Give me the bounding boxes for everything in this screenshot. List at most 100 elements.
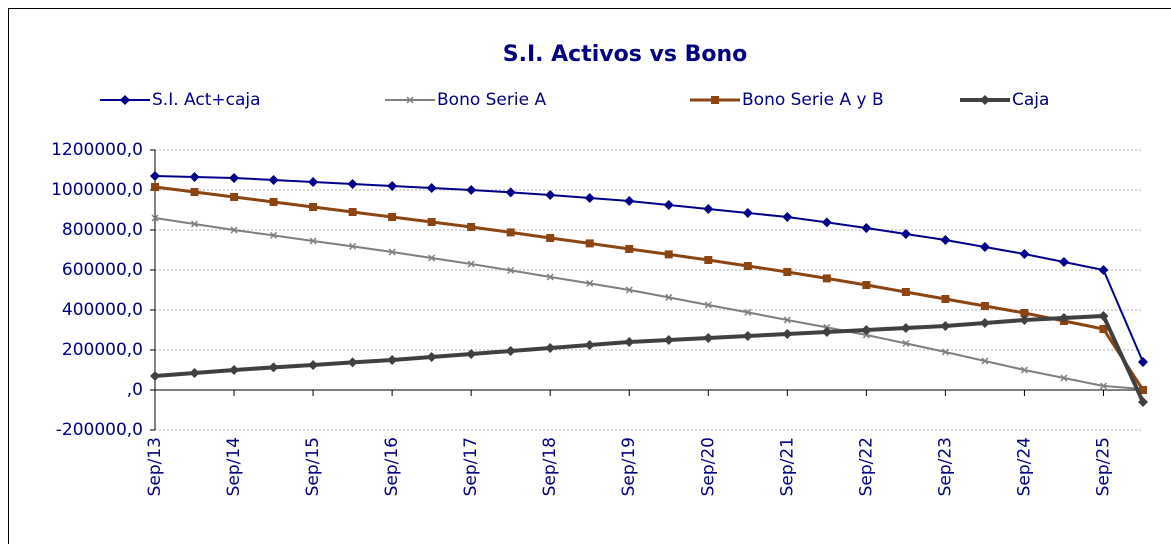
point	[625, 245, 634, 253]
point	[861, 223, 872, 233]
point	[466, 185, 477, 195]
point	[229, 365, 240, 375]
point	[387, 181, 398, 191]
point	[1020, 366, 1028, 374]
point	[545, 343, 556, 353]
point	[1019, 249, 1030, 259]
x-tick-label: Sep/13	[145, 437, 165, 496]
x-tick-label: Sep/19	[619, 437, 639, 496]
point	[703, 204, 714, 214]
x-tick-label: Sep/24	[1014, 437, 1034, 496]
legend-label: Bono Serie A y B	[742, 90, 884, 110]
point	[979, 242, 990, 252]
point	[783, 268, 792, 276]
point	[743, 262, 752, 270]
point	[941, 295, 950, 303]
point	[466, 349, 477, 359]
x-tick-label: Sep/15	[303, 437, 323, 496]
legend-label: S.I. Act+caja	[152, 90, 261, 110]
point	[387, 355, 398, 365]
point	[902, 339, 910, 347]
point	[388, 213, 397, 221]
point	[664, 250, 673, 259]
point	[624, 337, 635, 347]
point	[704, 301, 712, 309]
series-line	[154, 217, 1144, 390]
point	[1019, 315, 1030, 325]
point	[585, 239, 594, 248]
x-tick-label: Sep/17	[461, 437, 481, 496]
point	[230, 226, 238, 234]
legend-marker	[406, 96, 414, 104]
point	[507, 266, 515, 274]
point	[940, 235, 951, 245]
x-tick-label: Sep/20	[698, 437, 718, 496]
legend-label: Caja	[1012, 90, 1049, 110]
point	[901, 288, 910, 296]
point	[190, 220, 199, 228]
x-tick-label: Sep/16	[382, 437, 402, 496]
series-line	[154, 185, 1145, 391]
point	[1058, 313, 1069, 323]
point	[150, 371, 160, 381]
point	[308, 177, 319, 187]
point	[665, 293, 673, 301]
point	[744, 308, 752, 316]
legend-marker	[711, 96, 719, 104]
point	[229, 173, 240, 183]
point	[190, 188, 199, 196]
y-tick-label: 200000,0	[62, 340, 143, 360]
x-tick-label: Sep/23	[935, 437, 955, 496]
point	[703, 333, 714, 343]
series-line	[154, 175, 1144, 363]
point	[427, 218, 436, 226]
x-tick-label: Sep/14	[224, 437, 244, 496]
legend-label: Bono Serie A	[437, 90, 546, 110]
point	[309, 203, 318, 211]
point	[1139, 386, 1147, 394]
point	[979, 318, 990, 328]
point	[426, 183, 437, 193]
point	[821, 327, 832, 337]
point	[663, 200, 674, 210]
point	[546, 273, 554, 281]
point	[862, 281, 871, 289]
chart-border	[8, 8, 1171, 544]
y-tick-label: 600000,0	[62, 260, 143, 280]
point	[269, 198, 278, 206]
x-tick-label: Sep/22	[856, 437, 876, 496]
point	[545, 190, 556, 200]
point	[821, 217, 832, 228]
y-tick-label: 800000,0	[62, 220, 143, 240]
y-tick-label: 1200000,0	[51, 140, 143, 160]
y-tick-label: -200000,0	[56, 420, 143, 440]
point	[308, 360, 319, 370]
point	[980, 302, 989, 310]
point	[467, 223, 476, 231]
x-tick-label: Sep/25	[1093, 437, 1113, 496]
point	[783, 316, 791, 324]
point	[900, 323, 911, 333]
point	[981, 357, 989, 365]
point	[505, 187, 516, 198]
point	[426, 352, 437, 362]
point	[742, 331, 753, 341]
point	[742, 208, 753, 218]
point	[1020, 309, 1029, 317]
point	[467, 260, 475, 268]
point	[1138, 357, 1148, 367]
point	[546, 234, 555, 242]
point	[861, 325, 872, 335]
point	[505, 346, 516, 356]
x-tick-label: Sep/21	[777, 437, 797, 496]
point	[1058, 257, 1069, 267]
point	[347, 357, 358, 368]
point	[782, 212, 793, 222]
point	[151, 183, 159, 191]
y-tick-label: 400000,0	[62, 300, 143, 320]
point	[428, 254, 436, 262]
point	[388, 248, 396, 256]
point	[309, 237, 317, 245]
point	[347, 179, 358, 189]
